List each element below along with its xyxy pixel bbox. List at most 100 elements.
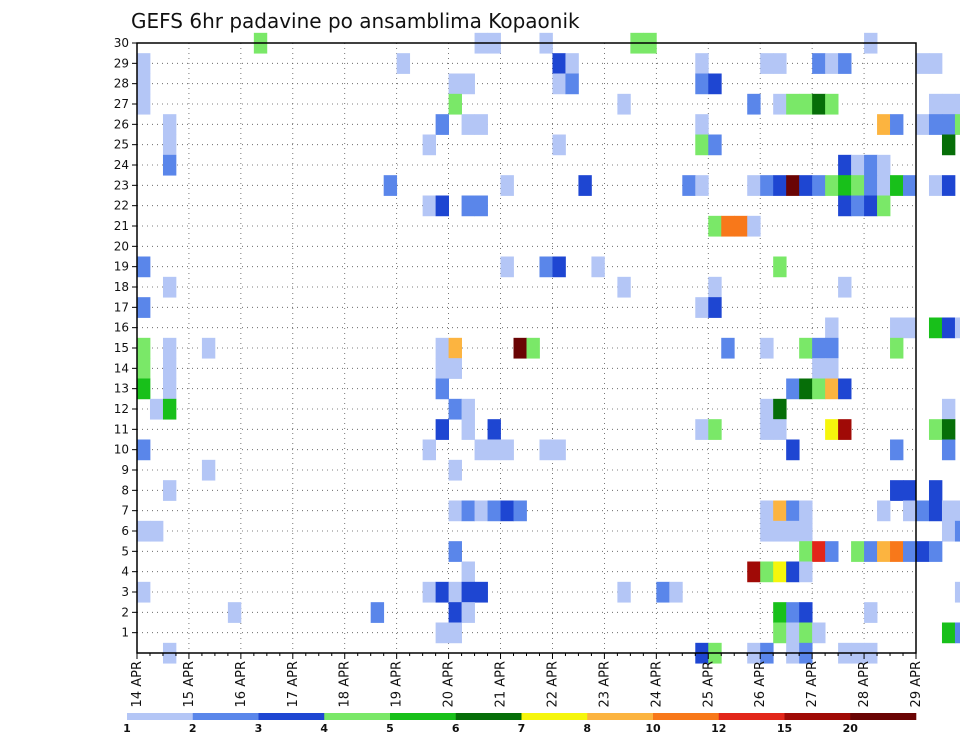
heatmap-cell	[435, 358, 449, 379]
y-tick-label: 18	[114, 280, 129, 294]
heatmap-cell	[149, 398, 164, 420]
heatmap-cell	[162, 276, 177, 298]
heatmap-cell	[773, 175, 787, 196]
heatmap-cell	[760, 398, 774, 420]
y-axis-ticks: 1234567891011121314151617181920212223242…	[114, 36, 137, 640]
heatmap-cell	[500, 175, 514, 196]
heatmap-cell	[799, 622, 813, 644]
y-tick-label: 30	[114, 36, 129, 50]
heatmap-cell	[137, 337, 151, 359]
heatmap-cell	[838, 276, 852, 298]
heatmap-cell	[734, 215, 748, 237]
heatmap-cell	[500, 439, 514, 461]
x-tick-label: 15 APR	[182, 661, 197, 707]
heatmap-cell	[799, 93, 813, 115]
heatmap-cell	[890, 337, 904, 359]
heatmap-cell	[137, 581, 151, 603]
heatmap-cell	[812, 358, 826, 379]
y-tick-label: 23	[114, 178, 129, 192]
heatmap-cell	[760, 337, 774, 359]
heatmap-cell	[137, 73, 151, 95]
heatmap-cell	[903, 541, 917, 562]
heatmap-cell	[162, 337, 177, 359]
heatmap-cell	[838, 53, 852, 74]
heatmap-cell	[799, 561, 813, 583]
y-tick-label: 21	[114, 219, 129, 233]
legend-label: 4	[320, 722, 328, 735]
heatmap-cell	[928, 317, 943, 339]
heatmap-cell	[825, 53, 839, 74]
legend-swatch	[850, 713, 917, 720]
heatmap-cell	[954, 581, 960, 603]
heatmap-cell	[474, 195, 488, 217]
heatmap-cell	[552, 53, 566, 74]
heatmap-cell	[877, 195, 891, 217]
heatmap-cell	[708, 276, 722, 298]
heatmap-cell	[799, 337, 813, 359]
heatmap-cell	[838, 154, 852, 176]
heatmap-cell	[812, 337, 826, 359]
heatmap-cell	[448, 541, 462, 562]
heatmap-cell	[786, 622, 800, 644]
heatmap-cell	[773, 561, 787, 583]
heatmap-cell	[552, 439, 566, 461]
heatmap-cell	[137, 439, 151, 461]
heatmap-cell	[474, 439, 488, 461]
heatmap-cell	[864, 541, 878, 562]
heatmap-cell	[422, 134, 437, 156]
legend-swatch	[127, 713, 194, 720]
heatmap-cell	[941, 134, 956, 156]
legend-label: 20	[843, 722, 859, 735]
y-tick-label: 7	[121, 504, 129, 518]
heatmap-cell	[825, 175, 839, 196]
heatmap-cell	[851, 154, 865, 176]
heatmap-cell	[786, 175, 800, 196]
heatmap-cell	[941, 439, 956, 461]
heatmap-cell	[890, 175, 904, 196]
y-tick-label: 11	[114, 422, 129, 436]
heatmap-cell	[747, 175, 761, 196]
y-tick-label: 24	[114, 158, 129, 172]
x-tick-label: 19 APR	[390, 661, 405, 707]
heatmap-cell	[851, 541, 865, 562]
legend-swatch	[324, 713, 391, 720]
x-tick-label: 21 APR	[494, 661, 509, 707]
y-tick-label: 27	[114, 97, 129, 111]
heatmap-cell	[890, 541, 904, 562]
heatmap-cell	[941, 175, 956, 196]
heatmap-cell	[825, 419, 839, 440]
legend-swatch	[258, 713, 325, 720]
heatmap-cell	[474, 500, 488, 522]
heatmap-cell	[695, 114, 709, 135]
y-tick-label: 25	[114, 138, 129, 152]
x-tick-label: 23 APR	[597, 661, 612, 707]
heatmap-cell	[435, 581, 449, 603]
heatmap-cell	[916, 53, 930, 74]
legend-label: 5	[386, 722, 394, 735]
heatmap-cell	[786, 378, 800, 400]
heatmap-cell	[461, 581, 475, 603]
heatmap-cell	[773, 398, 787, 420]
heatmap-cell	[799, 602, 813, 623]
heatmap-cell	[474, 114, 488, 135]
heatmap-cell	[773, 53, 787, 74]
heatmap-cell	[825, 378, 839, 400]
y-tick-label: 29	[114, 56, 129, 70]
heatmap-cell	[851, 195, 865, 217]
legend-label: 8	[583, 722, 591, 735]
heatmap-cell	[760, 500, 774, 522]
heatmap-cell	[760, 561, 774, 583]
heatmap-cell	[747, 561, 761, 583]
x-tick-label: 29 APR	[909, 661, 924, 707]
heatmap-cell	[864, 195, 878, 217]
heatmap-cell	[448, 622, 462, 644]
heatmap-cell	[838, 195, 852, 217]
heatmap-cell	[954, 93, 960, 115]
y-tick-label: 13	[114, 382, 129, 396]
x-tick-label: 28 APR	[857, 661, 872, 707]
y-tick-label: 17	[114, 300, 129, 314]
heatmap-cell	[903, 480, 917, 501]
legend-label: 12	[711, 722, 726, 735]
heatmap-cell	[448, 459, 462, 481]
heatmap-cell	[461, 73, 475, 95]
